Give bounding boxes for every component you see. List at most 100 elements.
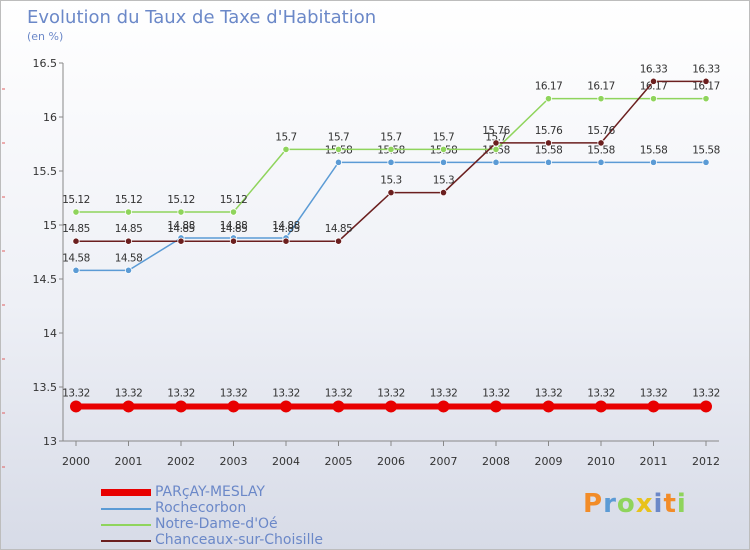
data-label-chanceaux-sur-choisille: 14.85 xyxy=(167,223,195,235)
data-label-chanceaux-sur-choisille: 14.85 xyxy=(115,223,143,235)
data-label-notre-dame-d-oe: 16.17 xyxy=(587,81,615,93)
data-label-chanceaux-sur-choisille: 15.3 xyxy=(433,175,454,187)
y-tick-label: 16.5 xyxy=(33,57,58,70)
data-point-parcay-meslay xyxy=(595,400,607,413)
x-tick-label: 2004 xyxy=(272,455,300,468)
data-point-chanceaux-sur-choisille xyxy=(439,189,448,197)
data-point-notre-dame-d-oe xyxy=(387,145,395,153)
data-point-rochecorbon xyxy=(387,158,395,166)
data-point-notre-dame-d-oe xyxy=(72,208,80,216)
data-point-chanceaux-sur-choisille xyxy=(492,139,500,147)
data-point-chanceaux-sur-choisille xyxy=(124,237,133,245)
data-label-parcay-meslay: 13.32 xyxy=(692,387,720,399)
data-label-rochecorbon: 14.88 xyxy=(167,220,195,232)
data-label-chanceaux-sur-choisille: 15.76 xyxy=(535,125,563,137)
data-label-notre-dame-d-oe: 15.12 xyxy=(220,194,248,206)
data-label-parcay-meslay: 13.32 xyxy=(167,387,195,399)
data-label-notre-dame-d-oe: 16.17 xyxy=(535,81,563,93)
data-label-chanceaux-sur-choisille: 14.85 xyxy=(272,223,300,235)
data-label-parcay-meslay: 13.32 xyxy=(377,387,405,399)
data-point-chanceaux-sur-choisille xyxy=(282,237,290,245)
data-label-notre-dame-d-oe: 15.12 xyxy=(62,194,90,206)
data-point-chanceaux-sur-choisille xyxy=(597,139,605,147)
data-label-rochecorbon: 15.58 xyxy=(535,144,563,156)
x-tick-label: 2003 xyxy=(220,455,248,468)
data-point-notre-dame-d-oe xyxy=(439,145,448,153)
logo-letter: i xyxy=(653,489,664,519)
data-label-rochecorbon: 15.58 xyxy=(640,144,668,156)
y-tick-label: 14 xyxy=(43,327,57,340)
logo-letter: t xyxy=(663,489,677,519)
logo-letter: i xyxy=(676,489,687,519)
data-label-chanceaux-sur-choisille: 14.85 xyxy=(62,223,90,235)
legend-item-parcay-meslay: PARçAY-MESLAY xyxy=(101,484,421,501)
data-point-parcay-meslay xyxy=(490,400,502,413)
data-label-rochecorbon: 14.58 xyxy=(62,252,90,264)
legend-swatch-chanceaux-sur-choisille xyxy=(101,540,151,542)
x-tick-label: 2008 xyxy=(482,455,510,468)
x-tick-label: 2011 xyxy=(640,455,668,468)
x-tick-label: 2002 xyxy=(167,455,195,468)
data-point-parcay-meslay xyxy=(385,400,397,413)
x-tick-label: 2006 xyxy=(377,455,405,468)
data-label-parcay-meslay: 13.32 xyxy=(587,387,615,399)
data-label-parcay-meslay: 13.32 xyxy=(482,387,510,399)
data-point-chanceaux-sur-choisille xyxy=(177,237,185,245)
x-tick-label: 2007 xyxy=(430,455,458,468)
legend-swatch-notre-dame-d-oe xyxy=(101,524,151,526)
data-label-chanceaux-sur-choisille: 15.76 xyxy=(482,125,510,137)
y-tick-label: 13 xyxy=(43,435,57,448)
data-label-notre-dame-d-oe: 15.7 xyxy=(485,131,506,143)
data-label-notre-dame-d-oe: 15.12 xyxy=(115,194,143,206)
logo-letter: o xyxy=(616,489,636,519)
data-label-parcay-meslay: 13.32 xyxy=(640,387,668,399)
data-label-rochecorbon: 14.58 xyxy=(115,252,143,264)
data-label-notre-dame-d-oe: 15.7 xyxy=(328,131,349,143)
data-point-rochecorbon xyxy=(492,158,500,166)
data-point-chanceaux-sur-choisille xyxy=(387,189,395,197)
data-point-rochecorbon xyxy=(544,158,553,166)
data-label-parcay-meslay: 13.32 xyxy=(62,387,90,399)
data-point-rochecorbon xyxy=(597,158,605,166)
legend-item-chanceaux-sur-choisille: Chanceaux-sur-Choisille xyxy=(101,532,421,549)
data-label-rochecorbon: 14.88 xyxy=(272,220,300,232)
data-label-parcay-meslay: 13.32 xyxy=(220,387,248,399)
data-label-notre-dame-d-oe: 15.12 xyxy=(167,194,195,206)
data-point-rochecorbon xyxy=(702,158,710,166)
data-label-chanceaux-sur-choisille: 15.3 xyxy=(380,175,401,187)
y-tick-label: 16 xyxy=(43,111,57,124)
proxiti-logo: Proxiti xyxy=(583,489,687,519)
chart-title: Evolution du Taux de Taxe d'Habitation xyxy=(27,7,377,28)
legend-swatch-rochecorbon xyxy=(101,508,151,510)
data-point-notre-dame-d-oe xyxy=(649,95,658,103)
data-point-notre-dame-d-oe xyxy=(177,208,185,216)
logo-letter: P xyxy=(583,489,604,519)
data-label-chanceaux-sur-choisille: 15.76 xyxy=(587,125,615,137)
legend-item-notre-dame-d-oe: Notre-Dame-d'Oé xyxy=(101,516,421,533)
data-point-notre-dame-d-oe xyxy=(492,145,500,153)
data-label-parcay-meslay: 13.32 xyxy=(272,387,300,399)
data-point-parcay-meslay xyxy=(700,400,712,413)
data-point-notre-dame-d-oe xyxy=(124,208,133,216)
data-label-parcay-meslay: 13.32 xyxy=(535,387,563,399)
data-point-chanceaux-sur-choisille xyxy=(702,77,710,85)
data-point-parcay-meslay xyxy=(122,400,135,413)
data-point-rochecorbon xyxy=(72,266,80,274)
data-point-chanceaux-sur-choisille xyxy=(229,237,238,245)
x-tick-label: 2010 xyxy=(587,455,615,468)
data-label-notre-dame-d-oe: 15.7 xyxy=(380,131,401,143)
data-label-rochecorbon: 15.58 xyxy=(587,144,615,156)
data-point-rochecorbon xyxy=(649,158,658,166)
logo-letter: r xyxy=(603,489,617,519)
data-point-chanceaux-sur-choisille xyxy=(544,139,553,147)
data-point-chanceaux-sur-choisille xyxy=(649,77,658,85)
legend-label-parcay-meslay: PARçAY-MESLAY xyxy=(155,484,265,500)
data-point-parcay-meslay xyxy=(280,400,292,413)
data-point-parcay-meslay xyxy=(175,400,187,413)
data-point-rochecorbon xyxy=(334,158,343,166)
x-tick-label: 2005 xyxy=(325,455,353,468)
legend-item-rochecorbon: Rochecorbon xyxy=(101,500,421,517)
x-tick-label: 2000 xyxy=(62,455,90,468)
